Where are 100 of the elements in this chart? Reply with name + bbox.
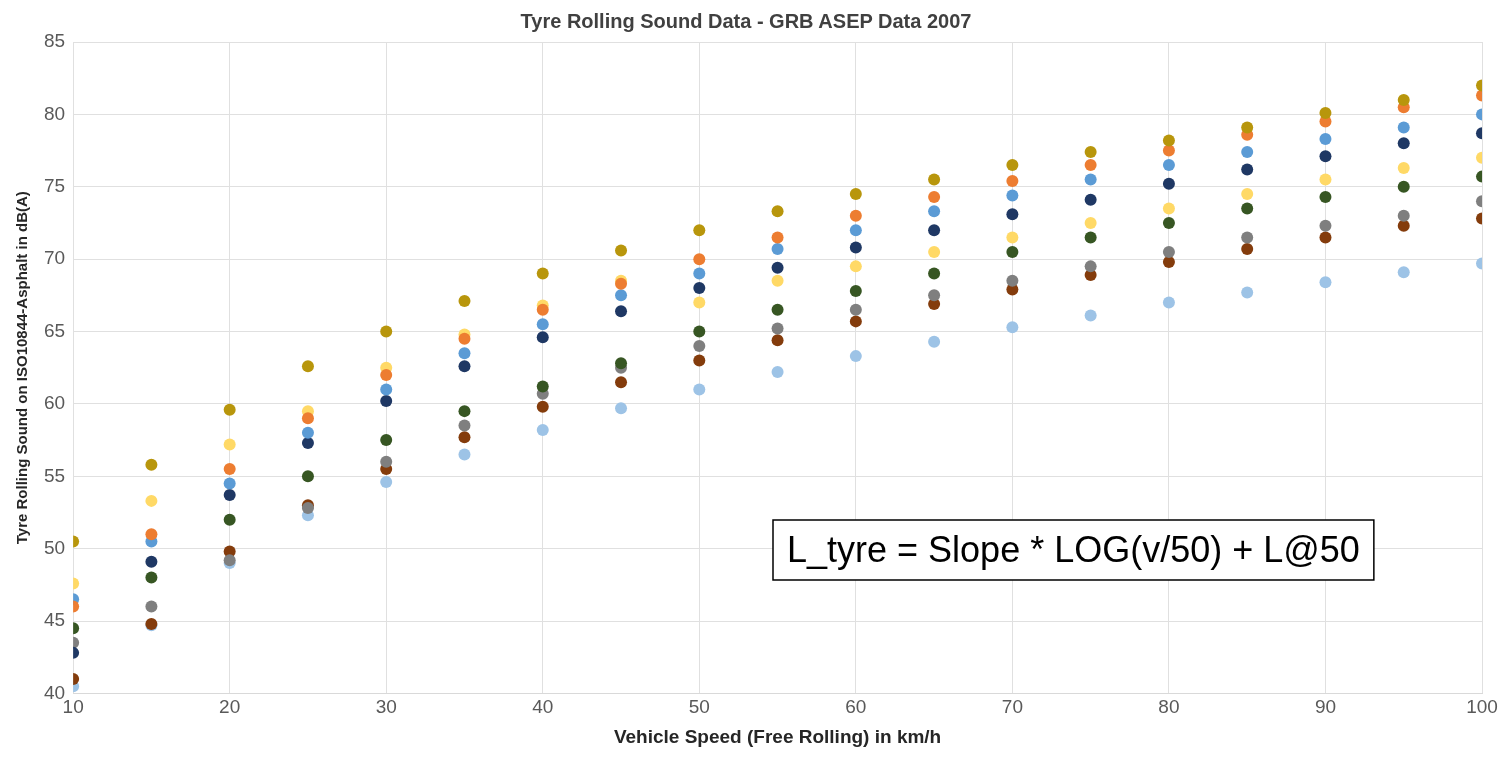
point: [849, 187, 862, 200]
point: [145, 528, 158, 541]
point: [1241, 231, 1254, 244]
point: [536, 380, 549, 393]
point: [1319, 190, 1332, 203]
y-tick-label: 80: [43, 102, 66, 124]
point: [1006, 174, 1019, 187]
y-tick-label: 60: [43, 392, 66, 414]
point: [1397, 93, 1410, 106]
point: [223, 513, 236, 526]
chart-title: Tyre Rolling Sound Data - GRB ASEP Data 2007: [520, 9, 972, 32]
point: [380, 434, 393, 447]
point: [771, 322, 784, 335]
point: [458, 360, 471, 373]
point: [458, 419, 471, 432]
point: [1162, 296, 1175, 309]
point: [771, 303, 784, 316]
point: [693, 325, 706, 338]
point: [458, 431, 471, 444]
y-tick-label: 85: [43, 30, 66, 52]
point: [1241, 202, 1254, 215]
point: [536, 400, 549, 413]
point: [1162, 177, 1175, 190]
point: [615, 357, 628, 370]
x-tick-label: 20: [219, 696, 241, 718]
point: [1241, 187, 1254, 200]
point: [1319, 276, 1332, 289]
point: [849, 350, 862, 363]
point: [536, 423, 549, 436]
point: [1162, 159, 1175, 172]
point: [1162, 216, 1175, 229]
point: [1162, 134, 1175, 147]
point: [771, 261, 784, 274]
x-tick-label: 80: [1158, 696, 1180, 718]
point: [1241, 243, 1254, 255]
y-axis-title: Tyre Rolling Sound on ISO10844-Asphalt in dB(A): [13, 191, 31, 545]
point: [145, 494, 158, 507]
point: [1319, 132, 1332, 145]
point: [615, 305, 628, 318]
point: [1006, 189, 1019, 202]
point: [693, 296, 706, 309]
point: [928, 289, 941, 302]
point: [849, 209, 862, 222]
y-tick-label: 45: [43, 609, 66, 631]
point: [380, 368, 393, 381]
point: [1084, 260, 1097, 273]
point: [615, 244, 628, 257]
point: [1241, 146, 1254, 159]
point: [1084, 146, 1097, 159]
point: [771, 231, 784, 244]
point: [1084, 309, 1097, 322]
point: [849, 260, 862, 273]
x-tick-label: 90: [1314, 696, 1337, 718]
point: [536, 303, 549, 316]
point: [1319, 219, 1332, 232]
point: [928, 224, 941, 237]
y-tick-label: 65: [43, 319, 66, 341]
point: [1084, 216, 1097, 229]
x-tick-label: 30: [375, 696, 397, 718]
point: [1397, 219, 1410, 232]
point: [849, 241, 862, 254]
point: [928, 245, 941, 258]
point: [301, 360, 314, 373]
point: [536, 267, 549, 280]
point: [301, 470, 314, 483]
point: [1319, 150, 1332, 163]
point: [536, 318, 549, 331]
point: [1241, 121, 1254, 134]
point: [380, 383, 393, 396]
annotation: L_tyre = Slope * LOG(v/50) + L@50: [787, 529, 1360, 571]
y-tick-label: 50: [43, 536, 66, 558]
x-tick-label: 40: [532, 696, 554, 718]
point: [693, 224, 706, 237]
x-tick-label: 50: [688, 696, 710, 718]
point: [693, 253, 706, 266]
x-tick-label: 60: [845, 696, 867, 718]
point: [458, 448, 471, 461]
point: [223, 463, 236, 476]
point: [693, 267, 706, 280]
point: [380, 394, 393, 407]
x-tick-label: 70: [1001, 696, 1023, 718]
point: [771, 274, 784, 287]
point: [928, 173, 941, 186]
point: [223, 477, 236, 490]
point: [301, 426, 314, 439]
point: [849, 224, 862, 237]
point: [928, 190, 941, 203]
point: [771, 205, 784, 218]
point: [771, 243, 784, 255]
point: [1319, 173, 1332, 186]
point: [1162, 202, 1175, 215]
point: [771, 366, 784, 379]
point: [380, 455, 393, 468]
x-tick-label: 100: [1466, 696, 1498, 718]
point: [1397, 266, 1410, 279]
point: [223, 438, 236, 451]
point: [145, 600, 158, 613]
point: [1084, 173, 1097, 186]
point: [1397, 209, 1410, 222]
point: [693, 339, 706, 352]
